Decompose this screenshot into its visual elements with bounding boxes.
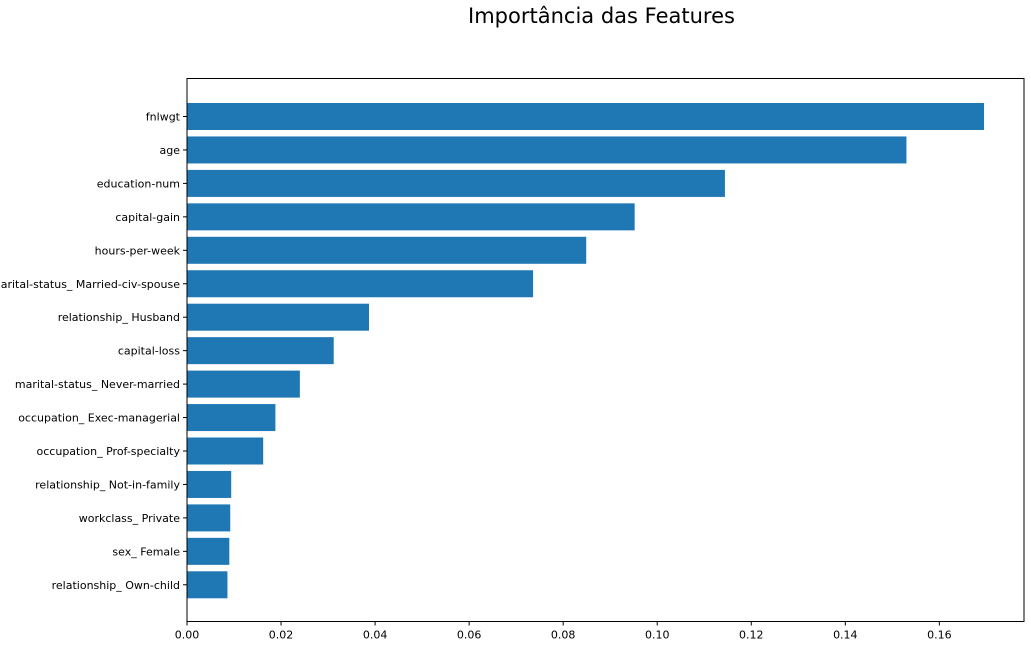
y-tick-label: workclass_ Private bbox=[79, 512, 181, 525]
x-tick-label: 0.16 bbox=[927, 629, 952, 642]
y-tick-label: age bbox=[160, 144, 181, 157]
bar bbox=[187, 404, 276, 432]
x-tick-label: 0.12 bbox=[739, 629, 764, 642]
x-tick-label: 0.10 bbox=[645, 629, 670, 642]
plot-frame bbox=[186, 78, 1025, 622]
bar bbox=[187, 437, 264, 465]
chart-title: Importância das Features bbox=[468, 4, 735, 28]
y-tick-label: occupation_ Prof-specialty bbox=[37, 445, 181, 458]
y-tick-label: relationship_ Husband bbox=[58, 311, 180, 324]
bar bbox=[187, 571, 228, 599]
y-tick-label: hours-per-week bbox=[95, 244, 181, 257]
bar bbox=[187, 169, 725, 197]
y-tick-label: occupation_ Exec-managerial bbox=[18, 412, 180, 425]
x-tick-label: 0.02 bbox=[269, 629, 294, 642]
y-tick-label: relationship_ Own-child bbox=[52, 579, 180, 592]
y-tick-label: sex_ Female bbox=[112, 545, 180, 558]
bars-layer bbox=[187, 103, 985, 599]
x-tick-label: 0.00 bbox=[175, 629, 200, 642]
bar bbox=[187, 504, 231, 532]
x-tick-label: 0.14 bbox=[833, 629, 858, 642]
x-tick-label: 0.04 bbox=[363, 629, 388, 642]
bar bbox=[187, 337, 334, 365]
bar bbox=[187, 370, 300, 398]
x-tick-label: 0.06 bbox=[457, 629, 482, 642]
bar bbox=[187, 136, 907, 164]
bar bbox=[187, 470, 232, 498]
x-tick-label: 0.08 bbox=[551, 629, 576, 642]
y-tick-label: fnlwgt bbox=[146, 111, 181, 124]
x-axis: 0.00 0.02 0.04 0.06 0.08 0.10 0.12 0.14 0.16 bbox=[175, 621, 952, 642]
bar bbox=[187, 270, 534, 298]
y-axis: fnlwgt age education-num capital-gain hours-… bbox=[0, 111, 187, 592]
bar bbox=[187, 303, 369, 331]
bar bbox=[187, 236, 587, 264]
y-tick-label: marital-status_ Never-married bbox=[15, 378, 180, 391]
y-tick-label: relationship_ Not-in-family bbox=[35, 478, 180, 491]
bar bbox=[187, 203, 635, 231]
y-tick-label: marital-status_ Married-civ-spouse bbox=[0, 278, 180, 291]
bar bbox=[187, 103, 985, 130]
y-tick-label: capital-gain bbox=[115, 211, 180, 224]
y-tick-label: capital-loss bbox=[118, 345, 180, 358]
y-tick-label: education-num bbox=[97, 177, 180, 190]
bar bbox=[187, 537, 230, 565]
